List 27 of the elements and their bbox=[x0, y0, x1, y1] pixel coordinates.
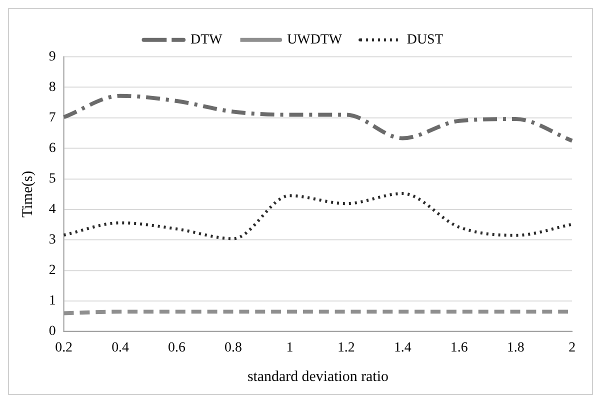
x-tick-label: 0.4 bbox=[112, 340, 130, 356]
y-tick-label: 0 bbox=[48, 324, 56, 340]
x-tick-label: 1.8 bbox=[506, 340, 524, 356]
legend-label: DUST bbox=[406, 32, 444, 48]
y-tick-label: 1 bbox=[48, 294, 56, 309]
legend-label: UWDTW bbox=[287, 32, 343, 48]
x-tick-label: 1 bbox=[286, 340, 294, 356]
y-tick-label: 9 bbox=[48, 49, 56, 64]
legend-label: DTW bbox=[190, 32, 224, 48]
line-series bbox=[62, 94, 574, 143]
x-tick-label: 0.8 bbox=[224, 340, 242, 356]
y-tick-label: 5 bbox=[48, 172, 56, 187]
x-tick-label: 1.6 bbox=[450, 340, 468, 356]
x-tick-label: 0.6 bbox=[168, 340, 186, 356]
x-tick-label: 1.4 bbox=[394, 340, 412, 356]
y-tick-label: 6 bbox=[48, 141, 56, 156]
y-tick-label: 2 bbox=[48, 263, 56, 278]
y-tick-label: 8 bbox=[48, 80, 56, 95]
x-axis-title: standard deviation ratio bbox=[247, 369, 388, 385]
x-tick-label: 2 bbox=[568, 340, 576, 356]
y-tick-label: 3 bbox=[48, 232, 56, 248]
y-axis-title: Time(s) bbox=[20, 170, 36, 218]
x-tick-label: 1.2 bbox=[337, 340, 355, 356]
line-series bbox=[62, 192, 574, 240]
y-tick-label: 7 bbox=[48, 110, 56, 126]
x-tick-label: 0.2 bbox=[55, 340, 73, 356]
y-tick-label: 4 bbox=[48, 202, 56, 218]
